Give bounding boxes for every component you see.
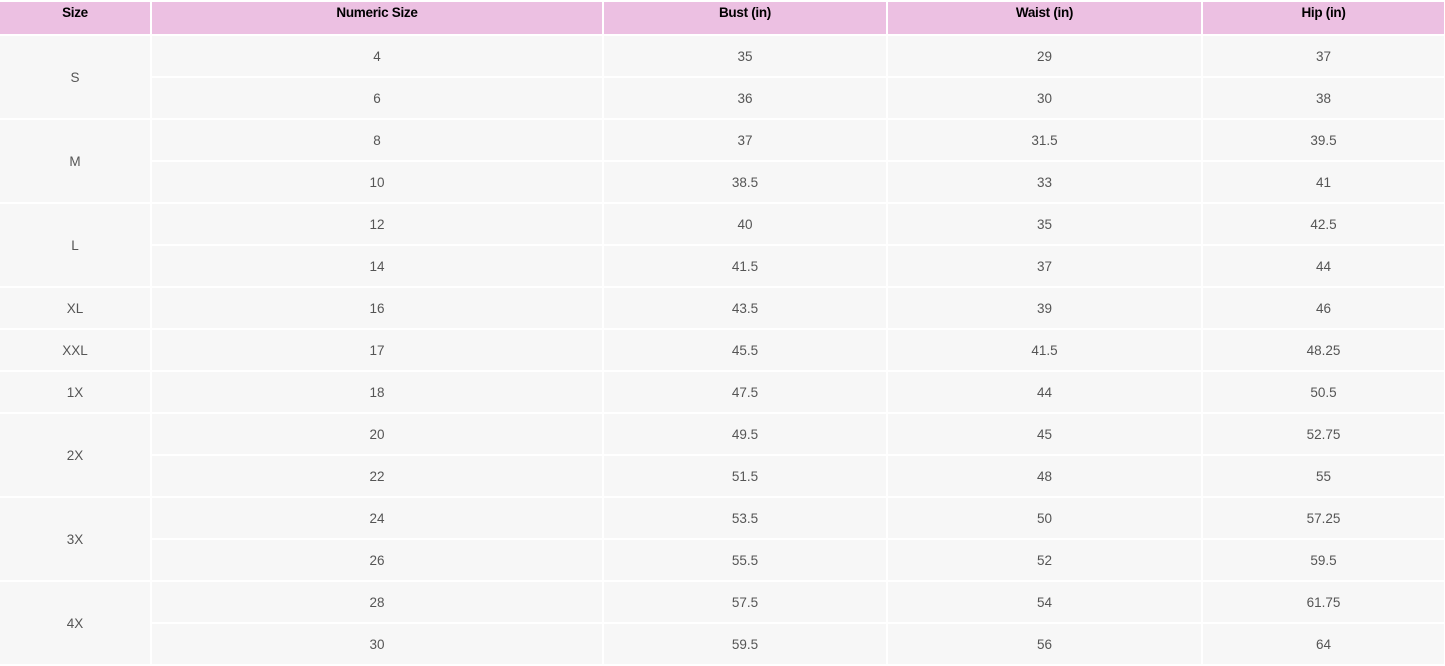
hip-cell: 39.5 <box>1201 118 1445 162</box>
waist-cell: 45 <box>886 412 1203 456</box>
waist-cell: 31.5 <box>886 118 1203 162</box>
hip-cell: 38 <box>1201 76 1445 120</box>
size-label-cell: S <box>0 34 152 120</box>
header-size: Size <box>0 0 152 36</box>
size-label-cell: XL <box>0 286 152 330</box>
numeric-size-cell: 10 <box>150 160 604 204</box>
waist-cell: 48 <box>886 454 1203 498</box>
bust-cell: 51.5 <box>602 454 888 498</box>
numeric-size-cell: 18 <box>150 370 604 414</box>
hip-cell: 41 <box>1201 160 1445 204</box>
hip-cell: 61.75 <box>1201 580 1445 624</box>
bust-cell: 43.5 <box>602 286 888 330</box>
waist-cell: 54 <box>886 580 1203 624</box>
table-row: M 8 37 31.5 39.5 <box>0 118 1445 204</box>
numeric-size-cell: 4 <box>150 34 604 78</box>
header-bust: Bust (in) <box>602 0 888 36</box>
bust-cell: 45.5 <box>602 328 888 372</box>
bust-cell: 35 <box>602 34 888 78</box>
waist-cell: 37 <box>886 244 1203 288</box>
size-label-cell: L <box>0 202 152 288</box>
table-row: 4X 28 57.5 54 61.75 <box>0 580 1445 666</box>
waist-cell: 39 <box>886 286 1203 330</box>
waist-cell: 33 <box>886 160 1203 204</box>
bust-cell: 38.5 <box>602 160 888 204</box>
table-row: 2X 20 49.5 45 52.75 <box>0 412 1445 498</box>
waist-cell: 50 <box>886 496 1203 540</box>
bust-cell: 57.5 <box>602 580 888 624</box>
table-row: 1X 18 47.5 44 50.5 <box>0 370 1445 414</box>
bust-cell: 55.5 <box>602 538 888 582</box>
waist-cell: 52 <box>886 538 1203 582</box>
table-row: S 4 35 29 37 <box>0 34 1445 120</box>
size-label-cell: 2X <box>0 412 152 498</box>
numeric-size-cell: 6 <box>150 76 604 120</box>
table-row: 14 41.5 37 44 <box>0 244 1445 288</box>
bust-cell: 36 <box>602 76 888 120</box>
hip-cell: 48.25 <box>1201 328 1445 372</box>
hip-cell: 59.5 <box>1201 538 1445 582</box>
numeric-size-cell: 8 <box>150 118 604 162</box>
header-waist: Waist (in) <box>886 0 1203 36</box>
hip-cell: 42.5 <box>1201 202 1445 246</box>
header-hip: Hip (in) <box>1201 0 1445 36</box>
table-row: XL 16 43.5 39 46 <box>0 286 1445 330</box>
waist-cell: 35 <box>886 202 1203 246</box>
size-label-cell: XXL <box>0 328 152 372</box>
bust-cell: 40 <box>602 202 888 246</box>
numeric-size-cell: 28 <box>150 580 604 624</box>
numeric-size-cell: 17 <box>150 328 604 372</box>
waist-cell: 44 <box>886 370 1203 414</box>
numeric-size-cell: 20 <box>150 412 604 456</box>
waist-cell: 29 <box>886 34 1203 78</box>
size-label-cell: 4X <box>0 580 152 666</box>
numeric-size-cell: 12 <box>150 202 604 246</box>
size-label-cell: M <box>0 118 152 204</box>
numeric-size-cell: 24 <box>150 496 604 540</box>
table-row: 22 51.5 48 55 <box>0 454 1445 498</box>
numeric-size-cell: 22 <box>150 454 604 498</box>
hip-cell: 44 <box>1201 244 1445 288</box>
header-row: Size Numeric Size Bust (in) Waist (in) H… <box>0 0 1445 36</box>
table-row: 10 38.5 33 41 <box>0 160 1445 204</box>
table-row: 3X 24 53.5 50 57.25 <box>0 496 1445 582</box>
numeric-size-cell: 26 <box>150 538 604 582</box>
hip-cell: 46 <box>1201 286 1445 330</box>
hip-cell: 37 <box>1201 34 1445 78</box>
numeric-size-cell: 16 <box>150 286 604 330</box>
bust-cell: 53.5 <box>602 496 888 540</box>
bust-cell: 47.5 <box>602 370 888 414</box>
size-label-cell: 3X <box>0 496 152 582</box>
size-label-cell: 1X <box>0 370 152 414</box>
bust-cell: 49.5 <box>602 412 888 456</box>
hip-cell: 52.75 <box>1201 412 1445 456</box>
bust-cell: 37 <box>602 118 888 162</box>
hip-cell: 55 <box>1201 454 1445 498</box>
table-row: 6 36 30 38 <box>0 76 1445 120</box>
hip-cell: 50.5 <box>1201 370 1445 414</box>
numeric-size-cell: 14 <box>150 244 604 288</box>
waist-cell: 30 <box>886 76 1203 120</box>
bust-cell: 41.5 <box>602 244 888 288</box>
table-row: 26 55.5 52 59.5 <box>0 538 1445 582</box>
table-body: S 4 35 29 37 6 36 30 38 M 8 37 31.5 39.5 10 38.5 33 41 L 12… <box>0 34 1445 666</box>
waist-cell: 41.5 <box>886 328 1203 372</box>
table-row: XXL 17 45.5 41.5 48.25 <box>0 328 1445 372</box>
header-numeric-size: Numeric Size <box>150 0 604 36</box>
hip-cell: 57.25 <box>1201 496 1445 540</box>
table-row: L 12 40 35 42.5 <box>0 202 1445 288</box>
